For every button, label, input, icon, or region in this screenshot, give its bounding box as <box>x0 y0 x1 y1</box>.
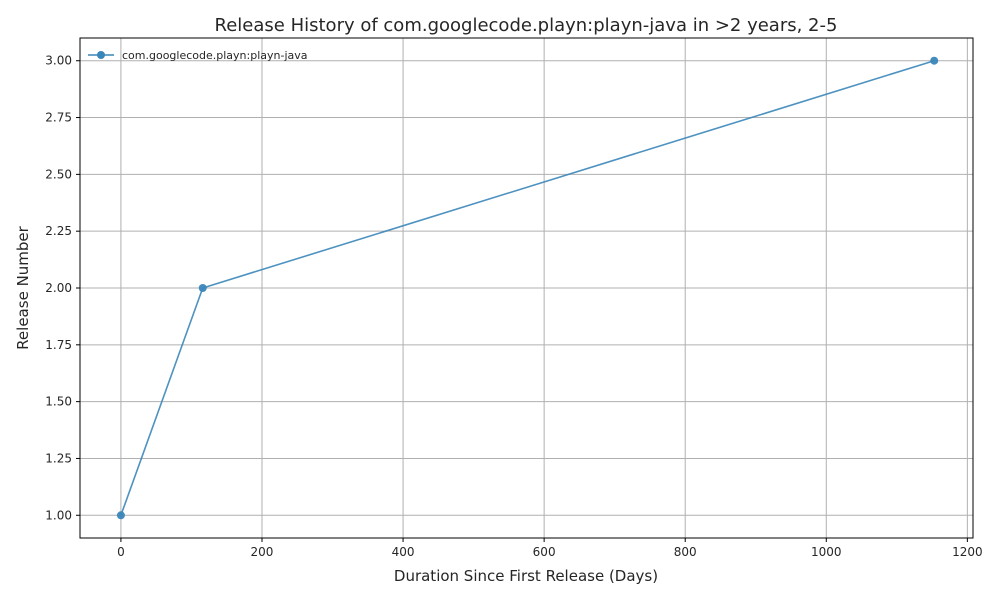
x-axis-label: Duration Since First Release (Days) <box>394 567 658 585</box>
y-tick-label: 2.00 <box>45 281 72 295</box>
y-tick-label: 2.25 <box>45 224 72 238</box>
data-point <box>198 284 207 292</box>
y-tick-label: 3.00 <box>45 54 72 68</box>
x-tick-label: 0 <box>117 545 125 559</box>
y-tick-label: 2.50 <box>45 167 72 181</box>
x-tick-label: 1200 <box>952 545 983 559</box>
x-axis-ticks: 0 200 400 600 800 1000 1200 <box>117 538 983 559</box>
x-tick-label: 600 <box>533 545 556 559</box>
y-tick-label: 1.50 <box>45 395 72 409</box>
data-point <box>930 56 939 65</box>
legend: com.googlecode.playn:playn-java <box>88 49 308 62</box>
y-axis-ticks: 1.00 1.25 1.50 1.75 2.00 2.25 2.50 2.75 3.00 <box>45 54 80 522</box>
x-tick-label: 1000 <box>811 545 842 559</box>
legend-marker-swatch <box>97 51 105 59</box>
x-tick-label: 400 <box>392 545 415 559</box>
chart-title: Release History of com.googlecode.playn:… <box>215 15 838 36</box>
grid-lines <box>80 38 973 538</box>
x-tick-label: 800 <box>674 545 697 559</box>
y-tick-label: 1.75 <box>45 338 72 352</box>
data-point <box>116 511 125 520</box>
y-axis-label: Release Number <box>14 225 32 349</box>
series-layer <box>116 56 939 520</box>
legend-label: com.googlecode.playn:playn-java <box>122 49 308 62</box>
y-tick-label: 2.75 <box>45 111 72 125</box>
y-tick-label: 1.25 <box>45 451 72 465</box>
x-tick-label: 200 <box>251 545 274 559</box>
y-tick-label: 1.00 <box>45 508 72 522</box>
